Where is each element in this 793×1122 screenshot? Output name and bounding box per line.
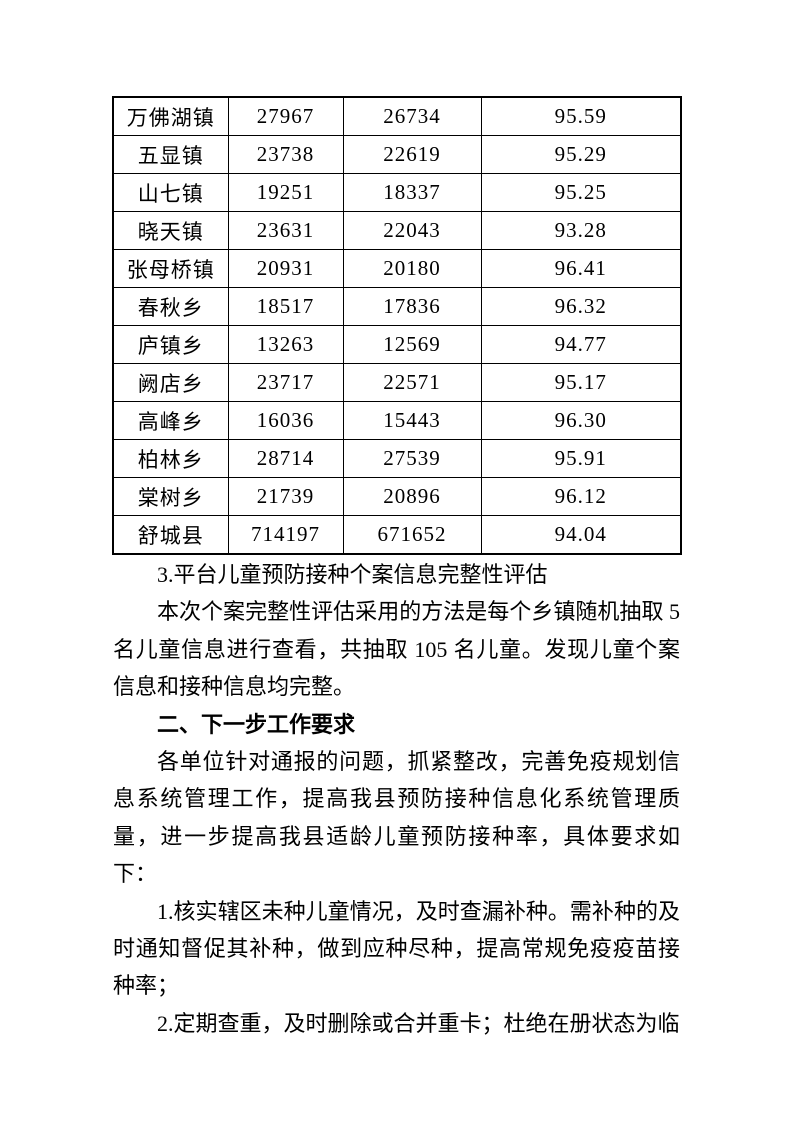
- paragraph-requirements-intro: 各单位针对通报的问题，抓紧整改，完善免疫规划信息系统管理工作，提高我县预防接种信…: [113, 749, 680, 887]
- registered-count-cell: 27967: [227, 96, 344, 136]
- vaccinated-count-cell: 15443: [342, 401, 482, 440]
- township-cell: 晓天镇: [112, 211, 229, 250]
- vaccinated-count-cell: 20896: [342, 477, 482, 516]
- vaccinated-count-cell: 26734: [342, 96, 482, 136]
- registered-count-cell: 13263: [227, 325, 344, 364]
- paragraph-case-completeness: 本次个案完整性评估采用的方法是每个乡镇随机抽取 5 名儿童信息进行查看，共抽取 …: [113, 599, 680, 700]
- township-cell: 春秋乡: [112, 287, 229, 326]
- table-row: 春秋乡 18517 17836 96.32: [112, 287, 682, 326]
- township-cell: 高峰乡: [112, 401, 229, 440]
- township-cell: 万佛湖镇: [112, 96, 229, 136]
- table-row: 庐镇乡 13263 12569 94.77: [112, 325, 682, 364]
- table-row: 山七镇 19251 18337 95.25: [112, 173, 682, 212]
- township-cell: 山七镇: [112, 173, 229, 212]
- paragraph-requirement-2: 2.定期查重，及时删除或合并重卡；杜绝在册状态为临: [157, 1010, 680, 1036]
- vaccinated-count-cell: 17836: [342, 287, 482, 326]
- table-row: 张母桥镇 20931 20180 96.41: [112, 249, 682, 288]
- registered-count-cell: 16036: [227, 401, 344, 440]
- table-total-row: 舒城县 714197 671652 94.04: [112, 515, 682, 555]
- registered-count-cell: 714197: [227, 515, 344, 555]
- rate-cell: 96.30: [480, 401, 682, 440]
- vaccinated-count-cell: 18337: [342, 173, 482, 212]
- section-heading-next-steps: 二、下一步工作要求: [157, 711, 356, 737]
- table-row: 柏林乡 28714 27539 95.91: [112, 439, 682, 478]
- table-row: 晓天镇 23631 22043 93.28: [112, 211, 682, 250]
- vaccinated-count-cell: 22571: [342, 363, 482, 402]
- vaccinated-count-cell: 22043: [342, 211, 482, 250]
- vaccinated-count-cell: 22619: [342, 135, 482, 174]
- vaccination-rate-table: 万佛湖镇 27967 26734 95.59 五显镇 23738 22619 9…: [112, 96, 682, 555]
- registered-count-cell: 23631: [227, 211, 344, 250]
- registered-count-cell: 18517: [227, 287, 344, 326]
- registered-count-cell: 19251: [227, 173, 344, 212]
- table-row: 高峰乡 16036 15443 96.30: [112, 401, 682, 440]
- table-row: 五显镇 23738 22619 95.29: [112, 135, 682, 174]
- rate-cell: 95.25: [480, 173, 682, 212]
- registered-count-cell: 23717: [227, 363, 344, 402]
- rate-cell: 96.32: [480, 287, 682, 326]
- paragraph-requirement-1: 1.核实辖区未种儿童情况，及时查漏补种。需补种的及时通知督促其补种，做到应种尽种…: [113, 898, 680, 999]
- registered-count-cell: 20931: [227, 249, 344, 288]
- rate-cell: 95.29: [480, 135, 682, 174]
- table-row: 万佛湖镇 27967 26734 95.59: [112, 96, 682, 136]
- township-cell: 棠树乡: [112, 477, 229, 516]
- document-text-block: 3.平台儿童预防接种个案信息完整性评估 本次个案完整性评估采用的方法是每个乡镇随…: [113, 556, 680, 1042]
- township-cell: 阙店乡: [112, 363, 229, 402]
- rate-cell: 94.77: [480, 325, 682, 364]
- rate-cell: 95.59: [480, 96, 682, 136]
- vaccinated-count-cell: 671652: [342, 515, 482, 555]
- rate-cell: 96.12: [480, 477, 682, 516]
- rate-cell: 95.91: [480, 439, 682, 478]
- rate-cell: 96.41: [480, 249, 682, 288]
- registered-count-cell: 23738: [227, 135, 344, 174]
- table-row: 棠树乡 21739 20896 96.12: [112, 477, 682, 516]
- vaccinated-count-cell: 27539: [342, 439, 482, 478]
- vaccinated-count-cell: 12569: [342, 325, 482, 364]
- registered-count-cell: 28714: [227, 439, 344, 478]
- table-row: 阙店乡 23717 22571 95.17: [112, 363, 682, 402]
- rate-cell: 93.28: [480, 211, 682, 250]
- township-cell: 庐镇乡: [112, 325, 229, 364]
- vaccinated-count-cell: 20180: [342, 249, 482, 288]
- county-total-cell: 舒城县: [112, 515, 229, 555]
- township-cell: 张母桥镇: [112, 249, 229, 288]
- section-heading-case-completeness: 3.平台儿童预防接种个案信息完整性评估: [157, 562, 548, 587]
- township-cell: 五显镇: [112, 135, 229, 174]
- rate-cell: 95.17: [480, 363, 682, 402]
- registered-count-cell: 21739: [227, 477, 344, 516]
- township-cell: 柏林乡: [112, 439, 229, 478]
- rate-cell: 94.04: [480, 515, 682, 555]
